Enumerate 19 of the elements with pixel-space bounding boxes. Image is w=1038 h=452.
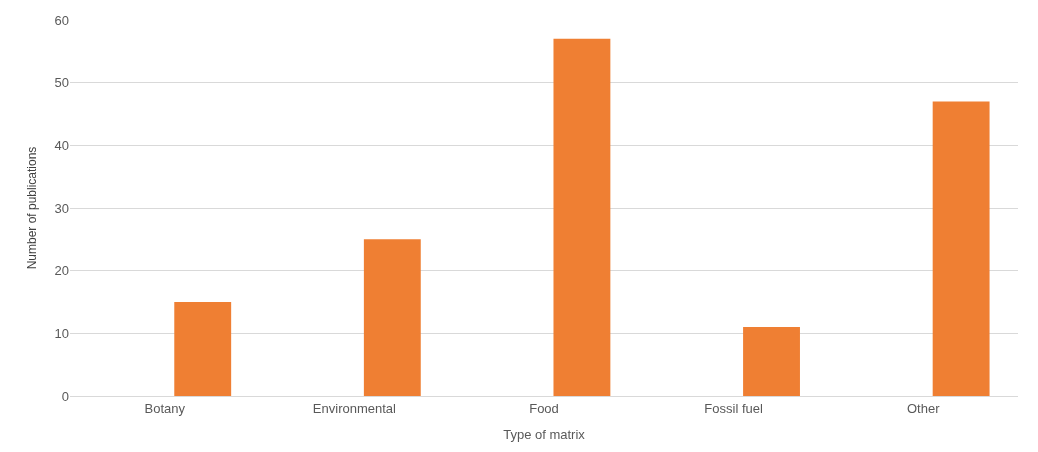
y-tick-label: 10 [54, 325, 69, 341]
x-tick-label: Botany [144, 400, 186, 416]
x-tick-label: Environmental [312, 400, 397, 416]
x-axis-title: Type of matrix [503, 427, 586, 443]
bar [932, 101, 990, 396]
x-tick-label: Other [906, 400, 941, 416]
x-tick-label: Food [529, 400, 559, 416]
y-tick-label: 60 [54, 12, 69, 28]
bar [174, 302, 232, 396]
y-tick-label: 50 [54, 75, 69, 91]
x-tick-label: Fossil fuel [704, 400, 763, 416]
y-axis-title: Number of publications [24, 146, 39, 270]
bar [363, 239, 421, 396]
y-tick-label: 20 [54, 263, 69, 279]
y-tick-label: 40 [54, 137, 69, 153]
bar [743, 327, 800, 396]
bar [553, 38, 611, 396]
y-tick-label: 0 [61, 388, 69, 404]
y-tick-label: 30 [54, 200, 69, 216]
